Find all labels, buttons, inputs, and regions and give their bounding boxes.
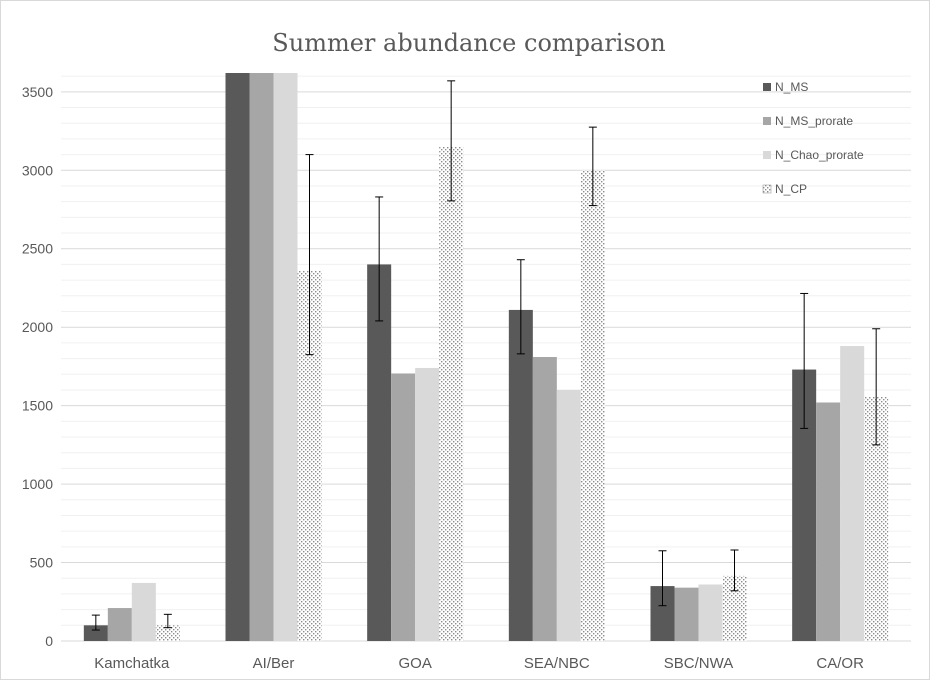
- bar-n-cp: [155, 625, 180, 641]
- x-category-label: AI/Ber: [253, 655, 295, 672]
- x-category-label: GOA: [398, 655, 431, 672]
- bar-n-ms-prorate: [391, 373, 416, 641]
- bar-n-ms-prorate: [107, 608, 132, 641]
- legend-label: N_MS_prorate: [775, 114, 853, 128]
- bar-n-cp: [439, 146, 464, 641]
- x-category-label: Kamchatka: [94, 655, 170, 672]
- legend: N_MS N_MS_prorate N_Chao_prorate N_CP: [762, 80, 864, 196]
- bar-n-ms: [225, 73, 250, 641]
- y-tick-label: 500: [30, 555, 54, 571]
- x-category-label: SBC/NWA: [664, 655, 733, 672]
- x-category-label: CA/OR: [816, 655, 864, 672]
- bar-n-chao-prorate: [840, 346, 865, 641]
- x-category-label: SEA/NBC: [524, 655, 590, 672]
- bar-n-ms-prorate: [532, 357, 557, 641]
- legend-swatch: [763, 151, 771, 159]
- y-tick-label: 2000: [22, 319, 53, 335]
- legend-label: N_MS: [775, 80, 808, 94]
- bar-n-chao-prorate: [415, 367, 440, 641]
- bar-n-ms-prorate: [674, 587, 699, 641]
- bar-n-ms: [367, 264, 392, 641]
- legend-label: N_Chao_prorate: [775, 148, 864, 162]
- y-tick-label: 3000: [22, 162, 53, 178]
- x-axis-categories: Kamchatka AI/Ber GOA SEA/NBC SBC/NWA CA/OR: [94, 655, 864, 672]
- bar-n-ms-prorate: [249, 73, 274, 641]
- bar-n-ms: [508, 309, 533, 641]
- y-tick-label: 3500: [22, 84, 53, 100]
- bar-n-ms: [83, 625, 108, 641]
- legend-swatch: [763, 117, 771, 125]
- y-tick-label: 2500: [22, 241, 53, 257]
- y-tick-label: 0: [45, 633, 53, 649]
- y-tick-label: 1000: [22, 476, 53, 492]
- legend-label: N_CP: [775, 182, 807, 196]
- y-tick-label: 1500: [22, 398, 53, 414]
- bar-n-ms-prorate: [816, 402, 841, 641]
- error-bars: [91, 80, 881, 631]
- bar-n-chao-prorate: [131, 582, 156, 641]
- bar-n-chao-prorate: [698, 584, 723, 641]
- bar-n-chao-prorate: [273, 73, 298, 641]
- bar-n-chao-prorate: [556, 389, 581, 641]
- legend-swatch: [762, 184, 772, 194]
- y-axis-ticks: 0 500 1000 1500 2000 2500 3000 3500: [22, 84, 53, 649]
- legend-swatch: [763, 83, 771, 91]
- chart-title: Summer abundance comparison: [272, 29, 665, 57]
- bar-n-cp: [580, 170, 605, 641]
